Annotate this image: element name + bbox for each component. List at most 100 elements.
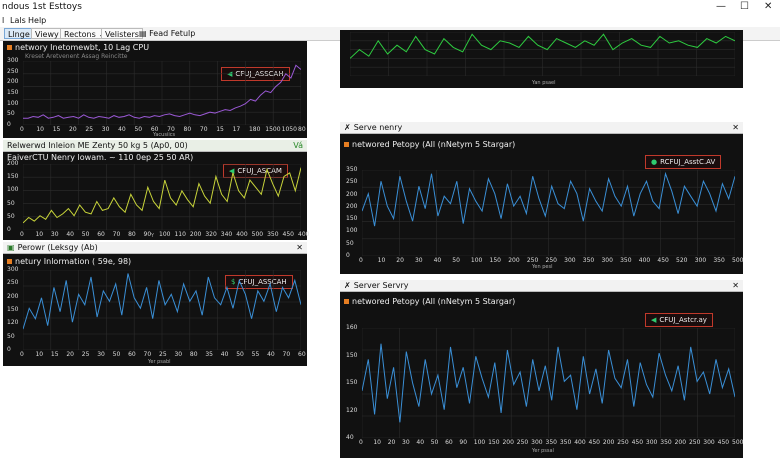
x-tick-label: 10 xyxy=(373,439,381,446)
chart-panel-green: Yan psael xyxy=(340,30,743,88)
panel-title: EaiverCTU Nenry lowam. ~ 110 0ep 25 50 A… xyxy=(7,153,194,162)
x-tick-label: 1500 xyxy=(265,126,281,133)
tab-velisters[interactable]: Velisters xyxy=(101,28,143,39)
y-tick-label: 50 xyxy=(7,110,15,118)
y-tick-label: 150 xyxy=(7,306,19,313)
panel-header: ✗ Serve nenry ✕ xyxy=(340,122,743,134)
x-tick-label: 25 xyxy=(159,351,167,358)
x-tick-label: 35 xyxy=(205,351,213,358)
x-tick-label: 40 xyxy=(118,126,126,133)
y-tick-label: 200 xyxy=(7,292,19,300)
y-tick-label: 50 xyxy=(346,239,354,247)
close-icon[interactable]: ✕ xyxy=(296,243,303,252)
x-tick-label: 500 xyxy=(732,257,744,264)
x-tick-label: 500 xyxy=(732,439,744,446)
y-tick-label: 200 xyxy=(7,160,19,167)
series-badge: ◀ CFUJ_Astcr.ay xyxy=(645,313,713,327)
x-tick-label: 10 xyxy=(35,351,44,358)
x-tick-label: 17 xyxy=(232,126,241,133)
close-button[interactable]: ✕ xyxy=(764,1,773,12)
line-chart xyxy=(23,61,301,125)
x-tick-label: 90 xyxy=(143,231,152,238)
x-tick-label: 50 xyxy=(112,351,121,358)
x-tick-label: 450 xyxy=(282,231,294,238)
x-tick-label: 0 xyxy=(20,231,24,238)
chart-panel-server-2: ✗ Server Servry ✕ networed Petopy (All (nN… xyxy=(340,280,743,458)
x-tick-label: 250 xyxy=(617,439,629,446)
y-tick-label: 200 xyxy=(346,190,358,198)
series-line xyxy=(362,343,735,423)
x-tick-label: 20 xyxy=(69,126,77,133)
x-tick-label: 0 xyxy=(20,351,24,358)
x-tick-label: 80 xyxy=(128,231,136,238)
x-tick-label: 80 xyxy=(183,126,192,133)
badge-icon: $ xyxy=(231,278,236,286)
x-tick-label: 20 xyxy=(66,351,74,358)
x-tick-label: 25 xyxy=(81,351,90,358)
tab-llnge[interactable]: Llnge xyxy=(4,28,34,39)
y-tick-label: 0 xyxy=(346,252,350,259)
x-tick-label: 300 xyxy=(703,439,715,446)
x-tick-label: 0 xyxy=(20,126,24,133)
close-icon[interactable]: ✕ xyxy=(732,281,739,290)
x-tick-label: 250 xyxy=(516,439,529,446)
x-tick-label: 90 xyxy=(459,439,468,446)
x-tick-label: 400 xyxy=(638,257,651,264)
x-tick-label: 250 xyxy=(545,257,557,264)
y-tick-label: 120 xyxy=(346,406,358,414)
menu-item-l[interactable]: l xyxy=(2,16,5,25)
menu-item-help[interactable]: Help xyxy=(28,16,47,25)
window-title: ndous 1st Esttoys xyxy=(2,2,82,12)
x-tick-label: 450 xyxy=(588,439,600,446)
x-tick-label: 0 xyxy=(359,439,363,446)
y-tick-label: 150 xyxy=(346,215,358,223)
line-chart xyxy=(350,32,735,76)
x-tick-label: 200 xyxy=(508,257,520,264)
x-tick-label: 200 xyxy=(602,439,615,446)
y-tick-label: 250 xyxy=(346,178,358,186)
refresh-icon: ▤ xyxy=(139,29,150,38)
x-tick-label: 450 xyxy=(631,439,644,446)
x-tick-label: 50 xyxy=(236,351,244,358)
x-axis-label: Yer psabl xyxy=(148,359,171,365)
menu-bar: l Lals Help xyxy=(0,14,780,27)
x-tick-label: 80 xyxy=(298,126,306,133)
x-tick-label: 350 xyxy=(620,257,632,264)
x-tick-label: 10 xyxy=(377,257,386,264)
y-tick-label: 50 xyxy=(7,199,15,207)
chart-panel-network: ▣ Perowr (Leksgy (Ab) ✕ netury Inlormation… xyxy=(3,242,307,366)
x-axis-label: Yen pesl xyxy=(532,264,553,270)
maximize-button[interactable]: ☐ xyxy=(740,1,749,12)
x-tick-label: 30 xyxy=(50,231,59,238)
x-tick-label: 350 xyxy=(582,257,595,264)
x-tick-label: 350 xyxy=(660,439,672,446)
x-tick-label: 50 xyxy=(81,231,90,238)
y-tick-label: 150 xyxy=(346,351,358,359)
x-tick-label: 15 xyxy=(216,126,224,133)
close-icon[interactable]: ✕ xyxy=(732,123,739,132)
y-tick-label: 160 xyxy=(346,324,358,331)
x-tick-label: 25 xyxy=(85,126,94,133)
x-tick-label: 30 xyxy=(174,351,183,358)
x-tick-label: 520 xyxy=(676,257,688,264)
menu-item-lals[interactable]: Lals xyxy=(10,16,26,25)
minimize-button[interactable]: — xyxy=(716,1,726,12)
x-tick-label: 30 xyxy=(101,126,110,133)
y-tick-label: 300 xyxy=(7,57,19,64)
tab-fead-fetulp[interactable]: ▤ Fead Fetulp xyxy=(136,28,198,39)
x-tick-label: 55 xyxy=(251,351,260,358)
chart-panel-cpu: networy Inetomewbt, 10 Lag CPU Kreset Ar… xyxy=(3,41,307,138)
x-tick-label: 15 xyxy=(50,351,59,358)
y-tick-label: 0 xyxy=(7,121,11,128)
series-badge: ● RCFUJ_AsstC.AV xyxy=(645,155,722,169)
panel-title: networed Petopy (All (nNetym 5 Stargar) xyxy=(344,140,515,149)
x-tick-label: 110 xyxy=(174,231,186,238)
x-tick-label: 400 xyxy=(574,439,586,446)
y-tick-label: 0 xyxy=(7,226,11,233)
x-tick-label: 60 xyxy=(445,439,453,446)
tab-viewy[interactable]: Viewy xyxy=(31,28,63,39)
y-tick-label: 120 xyxy=(7,319,19,327)
x-tick-label: 250 xyxy=(688,439,701,446)
x-tick-label: 200 xyxy=(674,439,687,446)
x-tick-label: 400 xyxy=(298,231,310,238)
